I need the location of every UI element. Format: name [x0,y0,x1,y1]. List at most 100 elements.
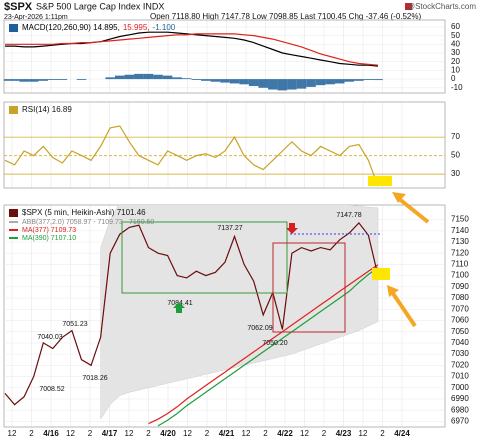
series-line [5,31,379,67]
logo [405,3,412,10]
y-tick-label: 7100 [451,271,469,280]
x-tick-label: 2 [29,429,34,438]
y-tick-label: 30 [451,169,460,178]
plot-area [4,31,383,91]
y-tick-label: -10 [451,83,463,92]
y-tick-label: 0 [451,74,456,83]
histogram-bar [334,79,345,84]
histogram-bar [220,79,230,83]
series-line [4,221,379,406]
y-tick-label: 50 [451,31,460,40]
histogram-bar [4,79,10,81]
histogram-bar [172,77,182,80]
histogram-bar [325,79,335,85]
y-tick-label: 7000 [451,383,469,392]
price-annotation: 7137.27 [217,225,242,232]
x-tick-label: 2 [205,429,210,438]
histogram-bar [28,79,39,82]
date: 23-Apr-2026 1:11pm [4,14,68,21]
legend-icon [9,106,18,114]
legend-entry: ABB(377,2.0) 7058.97 - 7109.73 - 7160.50 [22,219,154,226]
x-tick-label: 12 [66,429,75,438]
legend-entry: MA(390) 7107.10 [22,235,76,242]
histogram-bar [354,79,364,81]
x-tick-label: 12 [300,429,309,438]
histogram-bar [38,79,49,81]
histogram-bar [287,79,297,90]
x-tick-label: 4/20 [160,429,176,438]
y-tick-label: 10 [451,66,460,75]
x-tick-label: 2 [88,429,93,438]
y-tick-label: 7080 [451,293,469,302]
x-tick-label: 4/17 [102,429,118,438]
series-line [157,267,379,427]
series-line [148,264,379,425]
label-part: RSI(14) 16.89 [22,105,72,114]
y-tick-label: 70 [451,132,460,141]
panel-label: MACD(120,260,90) 14.895, 15.995, -1.100 [22,23,176,32]
histogram-bar [315,79,326,86]
green-box [121,221,288,294]
histogram-bar [277,79,288,91]
y-tick-label: 60 [451,22,460,31]
y-tick-label: 7070 [451,304,469,313]
x-tick-label: 4/24 [394,429,410,438]
x-tick-label: 2 [146,429,151,438]
quote: Open 7118.80 High 7147.78 Low 7098.85 La… [150,12,421,21]
y-tick-label: 20 [451,57,460,66]
y-tick-label: 6970 [451,417,469,426]
y-tick-label: 7150 [451,215,469,224]
histogram-bar [296,79,307,89]
histogram-bar [114,75,125,80]
arrow [396,196,430,224]
x-tick-label: 12 [359,429,368,438]
band-area [100,205,379,420]
plot-area [4,205,379,427]
price-annotation: 7050.20 [262,340,287,347]
label-part: -1.100 [153,23,176,32]
price-annotation: 7018.26 [82,375,107,382]
y-tick-label: 50 [451,151,460,160]
legend-icon [9,209,18,217]
histogram-bar [19,79,29,82]
y-tick-label: 6990 [451,394,469,403]
price-annotation: 7040.03 [37,334,62,341]
x-tick-label: 2 [263,429,268,438]
panel [3,101,446,189]
plot-area [4,125,379,187]
label-part: MACD(120,260,90) 14.895, [22,23,120,32]
x-tick-label: 2 [322,429,327,438]
x-tick-label: 12 [242,429,251,438]
histogram-bar [134,73,144,80]
price-annotation: 7008.52 [39,386,64,393]
down-arrow [286,223,298,234]
x-tick-label: 4/16 [43,429,59,438]
histogram-bar [363,79,374,80]
histogram-bar [76,79,87,80]
series-line [5,33,379,66]
y-tick-label: 7130 [451,237,469,246]
x-tick-label: 12 [183,429,192,438]
legend-icon [9,24,18,32]
histogram-bar [181,78,192,80]
panel [3,19,446,94]
histogram-bar [248,79,259,87]
histogram-bar [344,79,355,82]
red-box [272,242,346,333]
symbol: $SPX [4,1,33,13]
arrow-head [387,285,399,297]
highlight [372,268,390,280]
y-tick-label: 40 [451,39,460,48]
histogram-bar [143,73,154,80]
histogram-bar [210,79,221,82]
histogram-bar [105,77,115,80]
y-tick-label: 7090 [451,282,469,291]
price-annotation: 7062.09 [247,325,272,332]
panel-label: RSI(14) 16.89 [22,105,72,114]
x-tick-label: 12 [125,429,134,438]
x-tick-label: 4/23 [336,429,352,438]
histogram-bar [239,79,249,85]
up-arrow [173,302,185,313]
histogram-bar [201,79,211,81]
